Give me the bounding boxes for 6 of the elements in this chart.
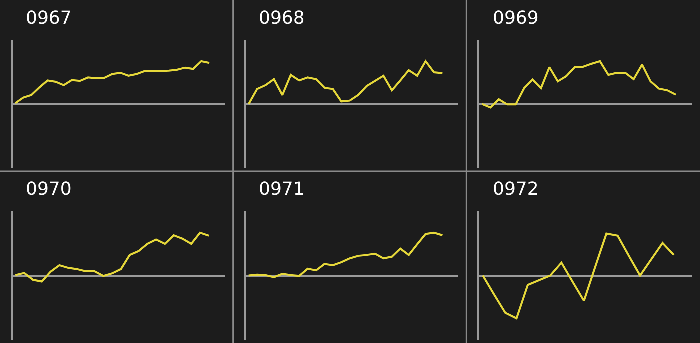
chart-title: 0967 [26, 8, 72, 29]
chart-title: 0972 [493, 179, 539, 200]
chart-title: 0969 [493, 8, 539, 29]
chart-title: 0970 [26, 179, 72, 200]
chart-title: 0971 [259, 179, 305, 200]
chart-title: 0968 [259, 8, 305, 29]
